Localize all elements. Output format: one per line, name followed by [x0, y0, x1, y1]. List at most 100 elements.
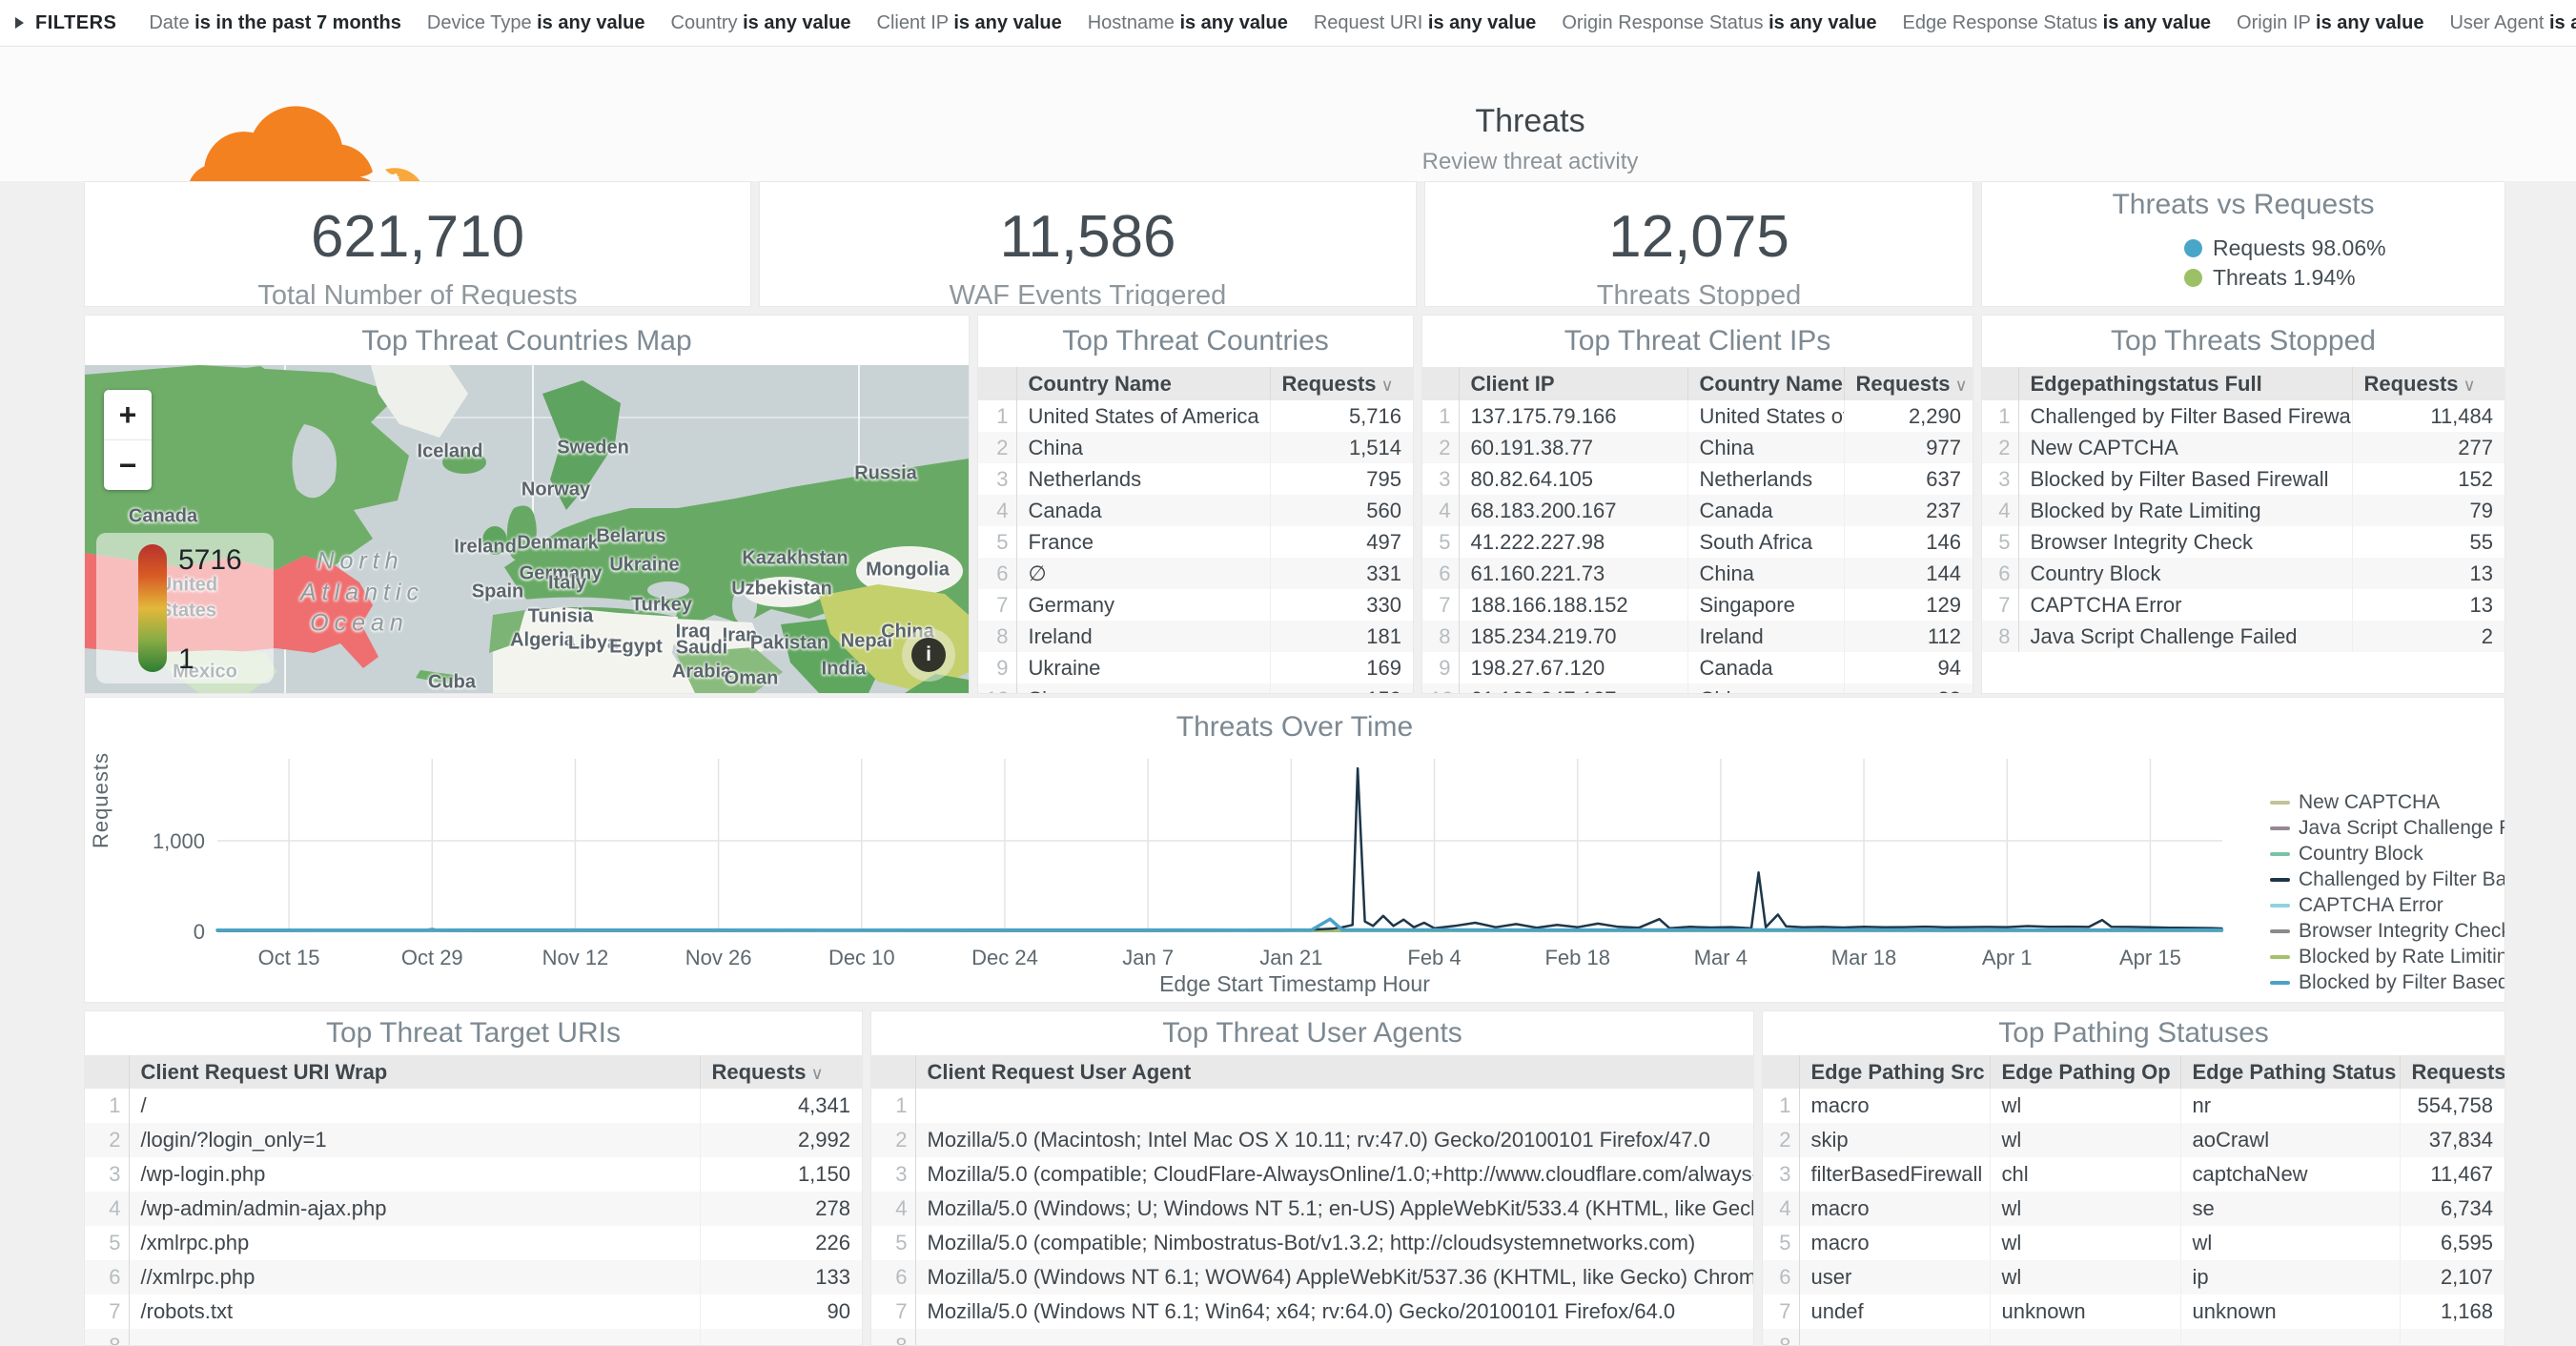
legend-label: Java Script Challenge Failed — [2299, 817, 2505, 840]
column-header[interactable]: Edgepathingstatus Full — [2018, 367, 2352, 400]
filters-expand-icon — [15, 17, 24, 29]
column-header[interactable]: Client Request User Agent — [915, 1055, 1753, 1089]
filter-field: User Agent — [2449, 12, 2549, 33]
column-header[interactable]: Requests ∨ — [2352, 367, 2504, 400]
legend-entry[interactable]: New CAPTCHA — [2270, 789, 2505, 815]
cell: Mozilla/5.0 (compatible; Nimbostratus-Bo… — [915, 1226, 1753, 1260]
filter-item[interactable]: Origin IP is any value — [2237, 12, 2423, 34]
column-header[interactable]: Requests ∨ — [1844, 367, 1973, 400]
legend-entry[interactable]: CAPTCHA Error — [2270, 892, 2505, 918]
map-info-button[interactable]: i — [911, 638, 946, 672]
legend-entry[interactable]: Java Script Challenge Failed — [2270, 815, 2505, 841]
filter-item[interactable]: Device Type is any value — [427, 12, 645, 34]
column-header[interactable]: Country Name — [1016, 367, 1270, 400]
cell: 560 — [1270, 495, 1413, 526]
cell: France — [1016, 526, 1270, 558]
legend-entry[interactable]: Country Block — [2270, 841, 2505, 867]
cell: China — [1687, 558, 1844, 589]
cell: 169 — [1270, 652, 1413, 683]
table-row: 8 — [85, 1329, 862, 1346]
cell: /wp-login.php — [129, 1157, 700, 1192]
row-index: 5 — [871, 1226, 915, 1260]
cell: Java Script Challenge Failed — [2018, 621, 2352, 652]
cell — [129, 1329, 700, 1346]
cell: 6,595 — [2400, 1226, 2504, 1260]
filter-item[interactable]: Origin Response Status is any value — [1562, 12, 1876, 34]
cell: / — [129, 1089, 700, 1123]
row-index: 2 — [978, 432, 1016, 463]
cell: 60.191.38.77 — [1459, 432, 1687, 463]
column-header[interactable]: Client Request URI Wrap — [129, 1055, 700, 1089]
cell: 129 — [1844, 589, 1973, 621]
cell — [2180, 1329, 2400, 1346]
cell: wl — [1990, 1226, 2180, 1260]
row-index: 1 — [1763, 1089, 1799, 1123]
filter-item[interactable]: Date is in the past 7 months — [149, 12, 401, 34]
filter-field: Request URI — [1314, 12, 1428, 33]
x-tick-label: Dec 24 — [971, 946, 1038, 969]
cell — [915, 1329, 1753, 1346]
map-zoom-out-button[interactable]: − — [104, 439, 152, 490]
filter-item[interactable]: Country is any value — [671, 12, 851, 34]
column-header[interactable]: Requests ∨ — [1270, 367, 1413, 400]
row-index: 7 — [871, 1295, 915, 1329]
filter-item[interactable]: Request URI is any value — [1314, 12, 1536, 34]
legend-entry[interactable]: Blocked by Rate Limiting — [2270, 944, 2505, 969]
filter-field: Client IP — [877, 12, 954, 33]
column-header[interactable]: Edge Pathing Op — [1990, 1055, 2180, 1089]
legend-entry[interactable]: Blocked by Filter Based Firewall — [2270, 969, 2505, 995]
legend-dash-icon — [2270, 904, 2290, 908]
x-tick-label: Apr 15 — [2119, 946, 2181, 969]
map-color-legend: 5716 1 — [96, 533, 274, 683]
column-header[interactable]: Requests ∨ — [2400, 1055, 2504, 1089]
filter-items: Date is in the past 7 months Device Type … — [149, 12, 2576, 34]
row-index: 5 — [1422, 526, 1459, 558]
map-zoom-in-button[interactable]: + — [104, 390, 152, 439]
legend-dot-icon — [2184, 269, 2202, 287]
kpi-threats-stopped: 12,075 Threats Stopped — [1424, 181, 1973, 307]
cell: China — [1687, 432, 1844, 463]
filter-item[interactable]: Edge Response Status is any value — [1903, 12, 2212, 34]
tile-title: Top Threat Client IPs — [1422, 316, 1973, 367]
column-header[interactable]: Client IP — [1459, 367, 1687, 400]
filter-condition: is any value — [1768, 12, 1876, 33]
filter-item[interactable]: Client IP is any value — [877, 12, 1062, 34]
filter-field: Hostname — [1088, 12, 1180, 33]
filter-item[interactable]: User Agent is any value — [2449, 12, 2576, 34]
cell: Netherlands — [1687, 463, 1844, 495]
x-tick-label: Jan 21 — [1259, 946, 1322, 969]
cell: 88 — [1844, 683, 1973, 694]
filter-condition: is any value — [537, 12, 644, 33]
tile-title: Top Pathing Statuses — [1763, 1011, 2504, 1055]
filter-item[interactable]: Hostname is any value — [1088, 12, 1288, 34]
column-header[interactable]: Requests ∨ — [700, 1055, 862, 1089]
world-map[interactable]: CanadaUnitedStatesMexicoCubaIcelandSwede… — [85, 365, 969, 693]
legend-entry[interactable]: Challenged by Filter Based Firewall — [2270, 867, 2505, 892]
cell: wl — [2180, 1226, 2400, 1260]
column-header[interactable]: Country Name — [1687, 367, 1844, 400]
kpi-value: 12,075 — [1425, 203, 1973, 271]
legend-label: Challenged by Filter Based Firewall — [2299, 868, 2505, 891]
kpi-waf-events: 11,586 WAF Events Triggered — [759, 181, 1417, 307]
legend-label: CAPTCHA Error — [2299, 894, 2443, 917]
column-header[interactable]: Edge Pathing Status — [2180, 1055, 2400, 1089]
filters-toggle[interactable]: FILTERS — [15, 12, 116, 34]
legend-dash-icon — [2270, 878, 2290, 882]
threat-countries-map-tile: Top Threat Countries Map — [84, 315, 970, 694]
column-header[interactable]: Edge Pathing Src — [1799, 1055, 1990, 1089]
legend-entry[interactable]: Browser Integrity Check — [2270, 918, 2505, 944]
